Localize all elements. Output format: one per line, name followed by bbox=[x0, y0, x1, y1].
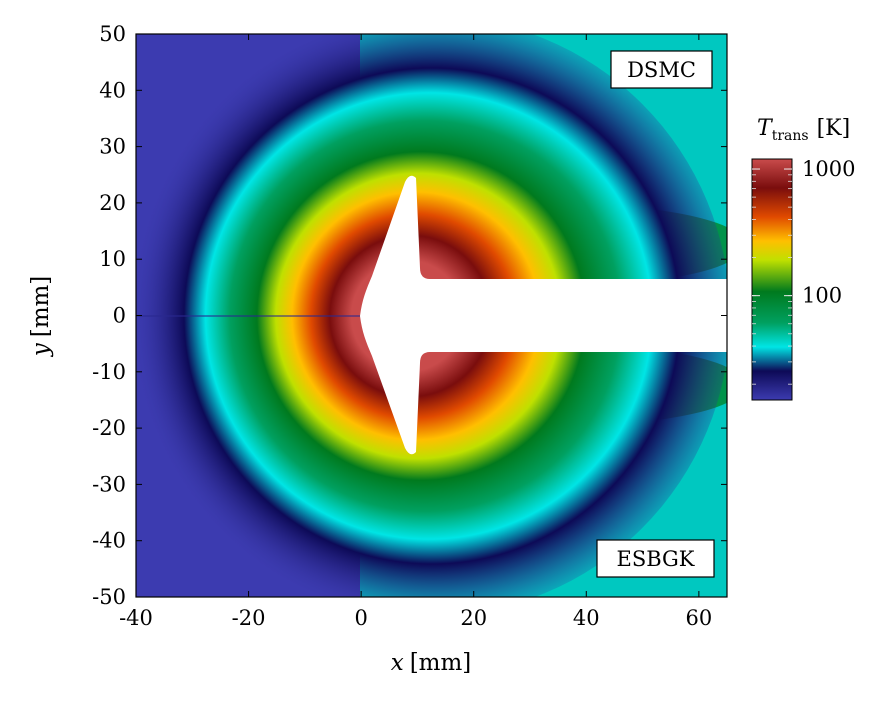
y-tick-label: 10 bbox=[99, 247, 126, 271]
y-axis: 50 40 30 20 10 0 -10 -20 -30 -40 -50 bbox=[92, 22, 727, 609]
x-tick-label: 60 bbox=[685, 606, 712, 630]
y-axis-label: y[mm] bbox=[28, 276, 54, 358]
y-tick-label: -40 bbox=[92, 529, 126, 553]
colorbar-ticks: 1000 100 bbox=[752, 157, 855, 385]
colorbar-gradient bbox=[751, 158, 793, 401]
colorbar-tick-label: 100 bbox=[802, 284, 842, 308]
x-tick-label: 0 bbox=[354, 606, 367, 630]
contour-field bbox=[136, 34, 727, 597]
body-shape bbox=[360, 175, 727, 455]
dsmc-label: DSMC bbox=[627, 58, 696, 82]
y-tick-label: 0 bbox=[113, 304, 126, 328]
y-tick-label: -50 bbox=[92, 585, 126, 609]
x-axis-label: x [mm] bbox=[391, 650, 472, 676]
y-tick-label: 20 bbox=[99, 191, 126, 215]
esbgk-label: ESBGK bbox=[616, 547, 694, 571]
x-tick-label: 20 bbox=[460, 606, 487, 630]
colorbar-title: Ttrans [K] bbox=[757, 116, 850, 144]
esbgk-label-box: ESBGK bbox=[596, 539, 715, 578]
y-tick-label: -20 bbox=[92, 416, 126, 440]
y-tick-label: -30 bbox=[92, 472, 126, 496]
y-tick-label: 50 bbox=[99, 22, 126, 46]
x-tick-label: -20 bbox=[232, 606, 266, 630]
y-tick-label: -10 bbox=[92, 360, 126, 384]
x-tick-label: -40 bbox=[119, 606, 153, 630]
x-axis: -40 -20 0 20 40 60 bbox=[119, 34, 712, 630]
y-tick-label: 40 bbox=[99, 78, 126, 102]
colorbar-tick-label: 1000 bbox=[802, 157, 855, 181]
x-tick-label: 40 bbox=[573, 606, 600, 630]
y-tick-label: 30 bbox=[99, 135, 126, 159]
dsmc-label-box: DSMC bbox=[610, 50, 713, 89]
colorbar: Ttrans [K] 1000 100 bbox=[751, 116, 855, 401]
